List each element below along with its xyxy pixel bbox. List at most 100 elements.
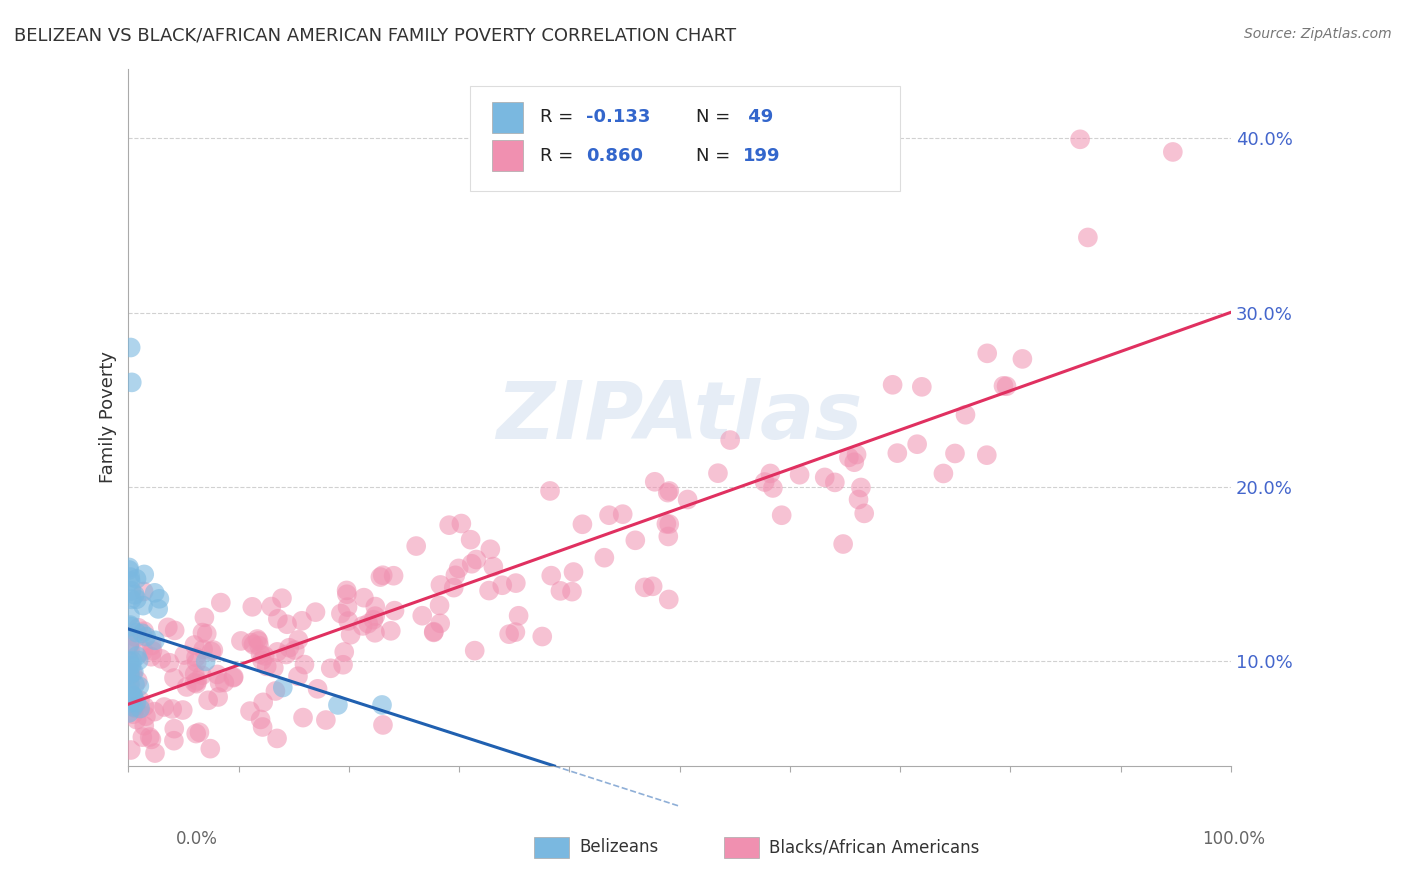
Point (465, 552, 488, 566)
Point (124, 701, 146, 715)
Point (183, 638, 205, 652)
Text: N =: N = (696, 146, 737, 165)
Point (364, 599, 387, 614)
Point (121, 665, 143, 680)
Point (460, 533, 482, 547)
Point (207, 667, 229, 681)
Point (120, 618, 142, 632)
Point (450, 516, 472, 531)
Point (120, 677, 142, 691)
Point (120, 743, 142, 757)
Point (561, 584, 583, 599)
Point (209, 596, 232, 610)
Point (125, 648, 148, 663)
Point (266, 645, 288, 659)
Point (118, 660, 141, 674)
Point (429, 616, 451, 631)
Point (505, 576, 527, 591)
Point (125, 713, 148, 727)
Point (612, 507, 634, 521)
Point (371, 718, 394, 732)
Point (118, 642, 141, 657)
Point (138, 730, 160, 744)
Point (118, 666, 141, 681)
Point (143, 633, 166, 648)
Point (118, 667, 141, 681)
Point (364, 609, 387, 624)
Point (1161, 145, 1184, 159)
Text: N =: N = (696, 108, 737, 127)
Point (676, 492, 699, 507)
Point (658, 516, 681, 531)
Point (177, 662, 200, 676)
Point (444, 568, 467, 582)
Point (186, 726, 208, 740)
Point (242, 638, 264, 652)
Point (172, 703, 194, 717)
Point (336, 587, 359, 601)
Point (125, 696, 148, 710)
Point (339, 628, 361, 642)
Point (247, 634, 270, 648)
Point (249, 713, 271, 727)
Point (655, 516, 678, 531)
Point (141, 639, 163, 653)
Point (239, 704, 262, 718)
Point (240, 636, 263, 650)
Point (905, 437, 928, 451)
Point (853, 507, 876, 521)
Point (319, 661, 342, 675)
Point (246, 632, 269, 646)
Point (118, 696, 141, 710)
Point (707, 466, 730, 480)
Point (118, 654, 141, 668)
Point (195, 626, 218, 640)
Point (550, 583, 572, 598)
Point (132, 599, 155, 613)
Point (329, 607, 352, 621)
Point (824, 475, 846, 490)
Point (464, 643, 486, 657)
Point (271, 681, 294, 695)
Point (531, 630, 554, 644)
Point (849, 481, 872, 495)
Bar (492, 102, 523, 133)
Point (128, 679, 150, 693)
Point (294, 657, 316, 672)
Point (229, 634, 252, 648)
Point (156, 620, 179, 634)
Point (624, 533, 647, 548)
Text: R =: R = (540, 108, 579, 127)
Point (134, 567, 156, 582)
Point (266, 731, 288, 746)
Point (250, 653, 273, 667)
Point (370, 570, 392, 584)
Bar (492, 140, 523, 171)
Point (157, 656, 180, 670)
Point (131, 730, 153, 744)
Point (121, 689, 143, 703)
Point (838, 450, 860, 465)
Text: ZIPAtlas: ZIPAtlas (496, 378, 863, 456)
Point (326, 698, 349, 712)
Point (508, 608, 530, 623)
Point (976, 346, 998, 360)
Point (253, 648, 276, 663)
Point (125, 625, 148, 640)
Point (911, 380, 934, 394)
Point (121, 693, 143, 707)
Point (332, 657, 354, 672)
Y-axis label: Family Poverty: Family Poverty (100, 351, 117, 483)
Point (197, 693, 219, 707)
Point (882, 377, 904, 392)
Point (214, 675, 236, 690)
Point (202, 643, 225, 657)
Point (447, 561, 470, 575)
Point (371, 698, 394, 712)
Point (538, 483, 561, 498)
Point (479, 542, 502, 557)
Point (118, 678, 141, 692)
Point (291, 614, 314, 628)
Point (132, 584, 155, 599)
Text: Blacks/African Americans: Blacks/African Americans (769, 838, 980, 856)
